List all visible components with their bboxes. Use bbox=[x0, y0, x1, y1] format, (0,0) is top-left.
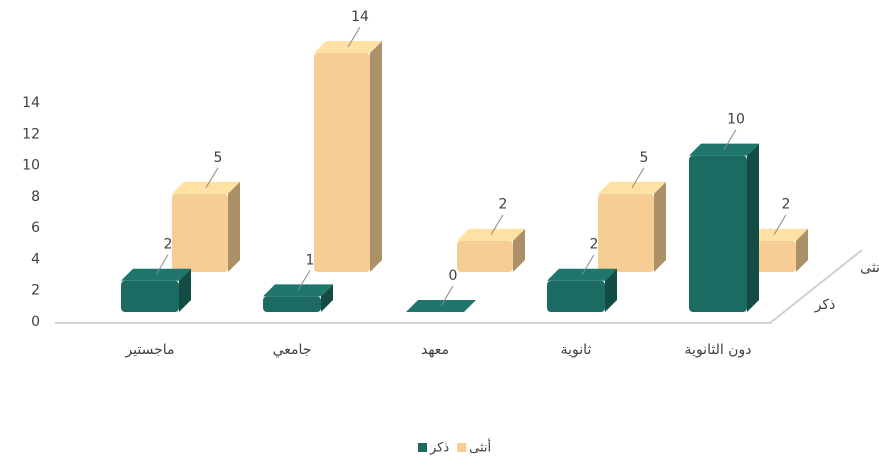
bar-side bbox=[747, 143, 759, 312]
x-tick-label: ماجستير bbox=[124, 342, 174, 358]
data-label: 5 bbox=[214, 150, 223, 166]
data-label: 1 bbox=[306, 252, 315, 268]
bar bbox=[314, 41, 382, 272]
leader-line bbox=[773, 214, 787, 235]
x-tick-label: ثانوية bbox=[561, 342, 592, 358]
y-tick-label: 12 bbox=[22, 126, 40, 142]
y-tick-label: 14 bbox=[22, 95, 40, 111]
bar-side bbox=[654, 181, 666, 272]
y-tick-label: 8 bbox=[31, 189, 40, 205]
y-tick-label: 2 bbox=[31, 283, 40, 299]
data-label: 0 bbox=[449, 268, 458, 284]
data-label: 14 bbox=[351, 9, 369, 25]
bar-side bbox=[605, 268, 617, 312]
bar bbox=[547, 268, 617, 312]
leader-line bbox=[490, 214, 504, 235]
data-label: 5 bbox=[640, 150, 649, 166]
bar-side bbox=[179, 268, 191, 312]
bar bbox=[689, 143, 759, 312]
bar-side bbox=[321, 284, 333, 312]
y-tick-label: 6 bbox=[31, 220, 40, 236]
bar-side bbox=[513, 228, 525, 272]
y-tick-label: 10 bbox=[22, 158, 40, 174]
legend-label: أنثى bbox=[469, 439, 491, 456]
depth-label: أنثى bbox=[860, 258, 879, 276]
bar-front bbox=[172, 193, 228, 272]
leader-line bbox=[205, 167, 219, 189]
leader-line bbox=[155, 254, 169, 275]
bar-front bbox=[689, 155, 747, 312]
data-label: 2 bbox=[164, 237, 173, 253]
bar bbox=[598, 181, 666, 272]
x-tick-label: معهد bbox=[421, 342, 449, 358]
y-tick-label: 4 bbox=[31, 251, 40, 267]
x-tick-label: دون الثانوية bbox=[685, 342, 752, 358]
legend-label: ذكر bbox=[429, 441, 449, 456]
bar-front bbox=[314, 53, 370, 272]
bar-front bbox=[598, 193, 654, 272]
bar-front bbox=[547, 280, 605, 312]
depth-label: ذكر bbox=[814, 297, 836, 313]
floor bbox=[55, 249, 863, 324]
data-label: 2 bbox=[499, 197, 508, 213]
bar bbox=[172, 181, 240, 272]
bar-side bbox=[796, 228, 808, 272]
leader-line bbox=[297, 270, 311, 291]
bar-side bbox=[228, 181, 240, 272]
x-tick-label: جامعي bbox=[273, 342, 312, 358]
data-label: 2 bbox=[590, 237, 599, 253]
leader-line bbox=[723, 129, 737, 150]
data-label: 2 bbox=[782, 197, 791, 213]
legend-swatch bbox=[418, 443, 427, 452]
leader-line bbox=[347, 26, 361, 48]
leader-line bbox=[631, 167, 645, 189]
bar bbox=[263, 284, 333, 312]
bar-front bbox=[121, 280, 179, 312]
leader-line bbox=[440, 285, 454, 307]
y-tick-label: 0 bbox=[31, 314, 40, 330]
leader-line bbox=[581, 254, 595, 275]
data-label: 10 bbox=[727, 112, 745, 128]
bar bbox=[121, 268, 191, 312]
bar-front bbox=[457, 240, 513, 272]
bar-front bbox=[263, 296, 321, 312]
legend-swatch bbox=[457, 443, 467, 452]
bar-side bbox=[370, 41, 382, 272]
bar bbox=[457, 228, 525, 272]
